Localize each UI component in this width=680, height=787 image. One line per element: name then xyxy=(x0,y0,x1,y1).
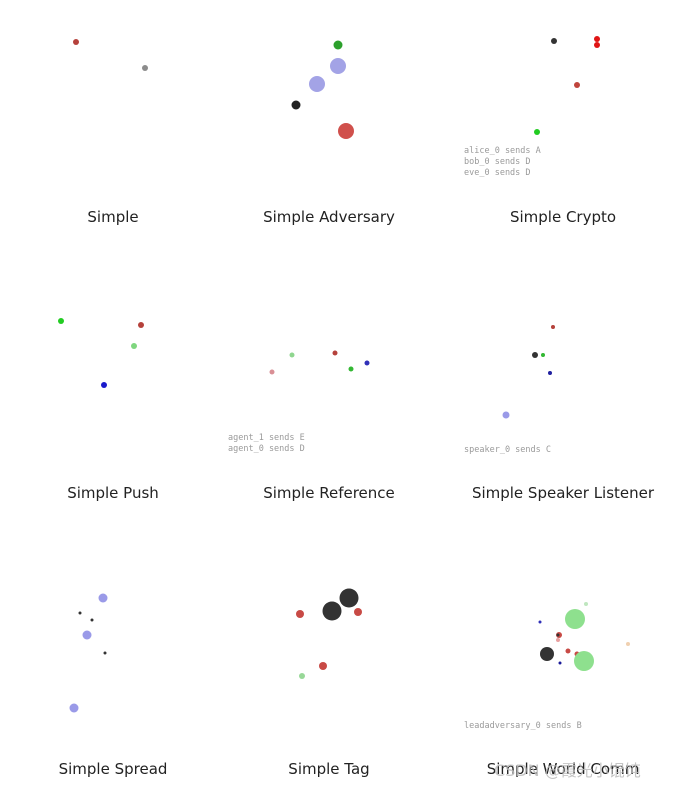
env-panel-simple-reference: agent_1 sends E agent_0 sends D Simple R… xyxy=(216,300,442,502)
env-title: Simple Tag xyxy=(288,760,370,778)
agent xyxy=(82,630,92,640)
env-title: Simple Push xyxy=(67,484,159,502)
obstacle xyxy=(322,601,342,621)
env-title: Simple xyxy=(87,208,139,226)
landmark xyxy=(333,40,343,50)
env-title: Simple Speaker Listener xyxy=(471,484,655,502)
landmark xyxy=(364,360,370,366)
env-panel-simple-adversary: Simple Adversary xyxy=(216,24,442,226)
agent xyxy=(551,38,557,44)
env-render-simple-speaker-listener: speaker_0 sends C xyxy=(464,325,555,455)
agent xyxy=(98,593,108,603)
food xyxy=(556,638,560,642)
adversary xyxy=(354,608,362,616)
env-title: Simple World Comm xyxy=(486,760,640,778)
landmark xyxy=(90,618,94,622)
landmark xyxy=(541,353,545,357)
message-line: speaker_0 sends C xyxy=(464,445,551,455)
food xyxy=(584,602,588,606)
env-title: Simple Crypto xyxy=(509,208,617,226)
listener xyxy=(502,411,510,419)
food xyxy=(626,642,630,646)
forest xyxy=(565,609,585,629)
env-title: Simple Spread xyxy=(58,760,168,778)
landmark xyxy=(348,366,354,372)
agent xyxy=(269,369,275,375)
landmark xyxy=(78,611,82,615)
adversary xyxy=(296,610,304,618)
env-panel-simple-speaker-listener: speaker_0 sends C Simple Speaker Listene… xyxy=(450,300,676,502)
env-panel-simple-push: Simple Push xyxy=(0,300,226,502)
landmark xyxy=(103,651,107,655)
obstacle xyxy=(339,588,359,608)
landmark xyxy=(73,39,79,45)
adversary xyxy=(319,662,327,670)
env-title: Simple Reference xyxy=(263,484,395,502)
forest xyxy=(574,651,594,671)
landmark xyxy=(101,382,107,388)
agent xyxy=(291,100,301,110)
landmark xyxy=(558,661,562,665)
landmark xyxy=(534,129,540,135)
env-render-simple xyxy=(73,39,148,71)
agent xyxy=(594,42,600,48)
obstacle xyxy=(556,633,560,637)
env-render-simple-reference: agent_1 sends E agent_0 sends D xyxy=(228,350,370,454)
landmark xyxy=(131,343,137,349)
landmark xyxy=(551,325,555,329)
watermark: CSDN @霞光小馄饨 xyxy=(494,761,641,780)
landmark xyxy=(330,58,346,74)
agent xyxy=(58,318,64,324)
message-line: bob_0 sends D xyxy=(464,157,531,167)
message-line: leadadversary_0 sends B xyxy=(464,721,582,731)
message-line: agent_0 sends D xyxy=(228,444,305,454)
env-render-simple-push xyxy=(58,318,144,388)
adversary xyxy=(138,322,144,328)
adversary xyxy=(338,123,354,139)
agent xyxy=(142,65,148,71)
env-render-simple-crypto: alice_0 sends A bob_0 sends D eve_0 send… xyxy=(464,36,600,178)
env-title: Simple Adversary xyxy=(263,208,395,226)
env-render-simple-tag xyxy=(296,588,362,679)
speaker xyxy=(532,352,538,358)
env-render-simple-spread xyxy=(69,593,108,713)
env-panel-simple-tag: Simple Tag xyxy=(216,576,442,778)
message-line: eve_0 sends D xyxy=(464,168,531,178)
env-render-simple-world-comm: leadadversary_0 sends B xyxy=(464,602,630,731)
obstacle xyxy=(540,647,554,661)
landmark xyxy=(574,82,580,88)
agent xyxy=(289,352,295,358)
env-panel-simple-world-comm: leadadversary_0 sends B Simple World Com… xyxy=(450,576,676,778)
env-panel-simple: Simple xyxy=(0,24,226,226)
landmark xyxy=(538,620,542,624)
agent xyxy=(309,76,325,92)
adversary xyxy=(565,648,571,654)
message-line: agent_1 sends E xyxy=(228,433,305,443)
landmark xyxy=(548,371,552,375)
agent xyxy=(594,36,600,42)
landmark xyxy=(332,350,338,356)
agent xyxy=(69,703,79,713)
env-panel-simple-crypto: alice_0 sends A bob_0 sends D eve_0 send… xyxy=(450,24,676,226)
message-line: alice_0 sends A xyxy=(464,146,541,156)
agent xyxy=(299,673,305,679)
env-panel-simple-spread: Simple Spread xyxy=(0,576,226,778)
env-render-simple-adversary xyxy=(291,40,354,139)
